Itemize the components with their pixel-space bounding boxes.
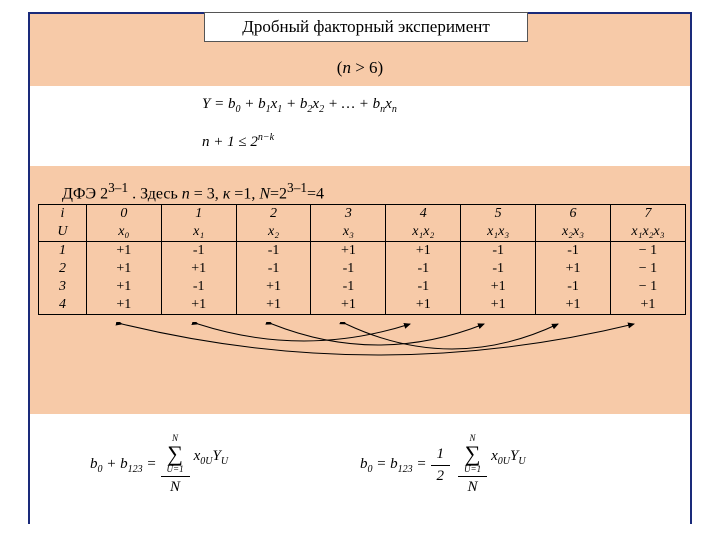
table-header-i: i 0 1 2 3 4 5 6 7 [39,205,686,224]
bottom-equations: b0 + b123 = N ∑ U=1 N x0UYU b0 = b123 = … [30,414,690,524]
equation-regression: Y = b0 + b1x1 + b2x2 + … + bnxn [202,96,397,115]
table-row: 1+1-1-1+1+1-1-1− 1 [39,242,686,261]
column-arrows [38,322,686,402]
equation-area: Y = b0 + b1x1 + b2x2 + … + bnxn n + 1 ≤ … [30,86,690,166]
design-table: i 0 1 2 3 4 5 6 7 U x₀x₁x₂x₃x₁x₂x₁x₃x₂x₃… [38,204,686,315]
table-header-u: U x₀x₁x₂x₃x₁x₂x₁x₃x₂x₃x₁x₂x₃ [39,223,686,242]
equation-constraint: n + 1 ≤ 2n−k [202,132,274,151]
dfe-description: ДФЭ 23–1 . Здесь n = 3, к =1, N=23–1=4 [62,180,324,203]
table-row: 4+1+1+1+1+1+1+1+1 [39,296,686,315]
title-box: Дробный факторный эксперимент [204,12,528,42]
table-row: 2+1+1-1-1-1-1+1− 1 [39,260,686,278]
subtitle: (n > 6) [30,58,690,78]
equation-b0-b123-sum: b0 + b123 = N ∑ U=1 N x0UYU [90,434,228,496]
main-frame: Дробный факторный эксперимент (n > 6) Y … [28,12,692,524]
equation-b0-eq-b123: b0 = b123 = 1 2 N ∑ U=1 N x0UYU [360,434,526,496]
table-row: 3+1-1+1-1-1+1-1− 1 [39,278,686,296]
title-text: Дробный факторный эксперимент [242,17,490,37]
